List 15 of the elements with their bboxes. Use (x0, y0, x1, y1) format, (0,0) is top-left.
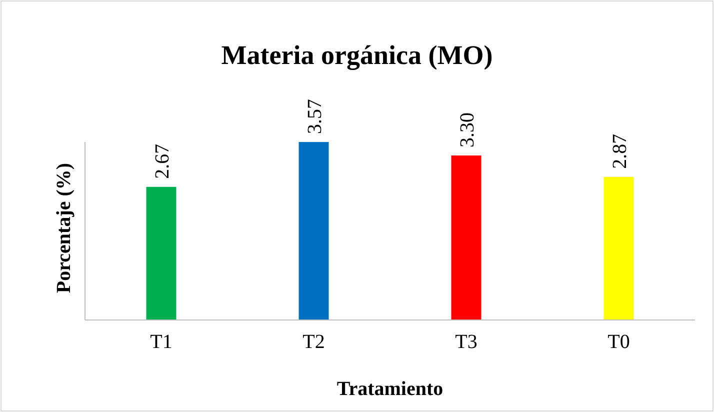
x-tick-label: T0 (608, 331, 630, 354)
data-label: 2.87 (608, 134, 631, 169)
x-axis-title: Tratamiento (336, 378, 444, 400)
bar (298, 142, 329, 320)
data-label: 2.67 (151, 144, 174, 179)
x-tick-label: T2 (302, 331, 325, 354)
x-tick-label: T1 (150, 331, 172, 354)
bar (451, 155, 482, 320)
data-label: 3.57 (304, 99, 326, 134)
x-tick-label: T3 (455, 331, 478, 354)
y-axis-title: Porcentaje (%) (53, 162, 75, 294)
chart-title: Materia orgánica (MO) (221, 40, 493, 70)
data-label: 3.30 (456, 112, 478, 148)
bar (146, 186, 176, 320)
bar (604, 176, 634, 320)
